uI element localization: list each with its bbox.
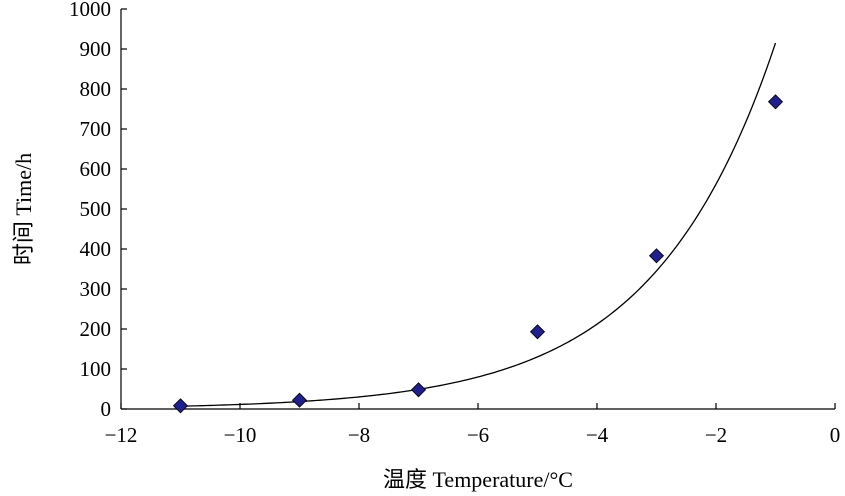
y-tick-label: 700 [80, 117, 112, 141]
y-tick-label: 0 [101, 397, 112, 421]
y-tick-label: 400 [80, 237, 112, 261]
x-tick-label: 0 [830, 423, 841, 447]
y-tick-label: 800 [80, 77, 112, 101]
data-point [529, 324, 546, 340]
y-ticks: 0 100 200 300 400 500 600 700 800 900 1000 [69, 0, 127, 421]
data-point [648, 248, 665, 264]
trendline [180, 42, 777, 407]
x-tick-label: −8 [348, 423, 370, 447]
x-ticks: −12 −10 −8 −6 −4 −2 0 [105, 403, 841, 447]
x-tick-label: −6 [467, 423, 489, 447]
x-tick-label: −2 [705, 423, 727, 447]
x-tick-label: −10 [224, 423, 257, 447]
y-tick-label: 600 [80, 157, 112, 181]
y-axis-title: 时间 Time/h [11, 153, 36, 265]
data-point [291, 392, 308, 408]
data-point [410, 382, 427, 398]
x-axis-title: 温度 Temperature/°C [383, 467, 573, 492]
y-tick-label: 500 [80, 197, 112, 221]
x-tick-label: −12 [105, 423, 138, 447]
axes [120, 9, 835, 410]
data-point [767, 94, 784, 110]
y-tick-label: 300 [80, 277, 112, 301]
x-tick-label: −4 [586, 423, 609, 447]
y-tick-label: 1000 [69, 0, 111, 21]
y-tick-label: 100 [80, 357, 112, 381]
plot-area [172, 42, 784, 414]
data-point [172, 398, 189, 414]
y-tick-label: 900 [80, 37, 112, 61]
y-tick-label: 200 [80, 317, 112, 341]
